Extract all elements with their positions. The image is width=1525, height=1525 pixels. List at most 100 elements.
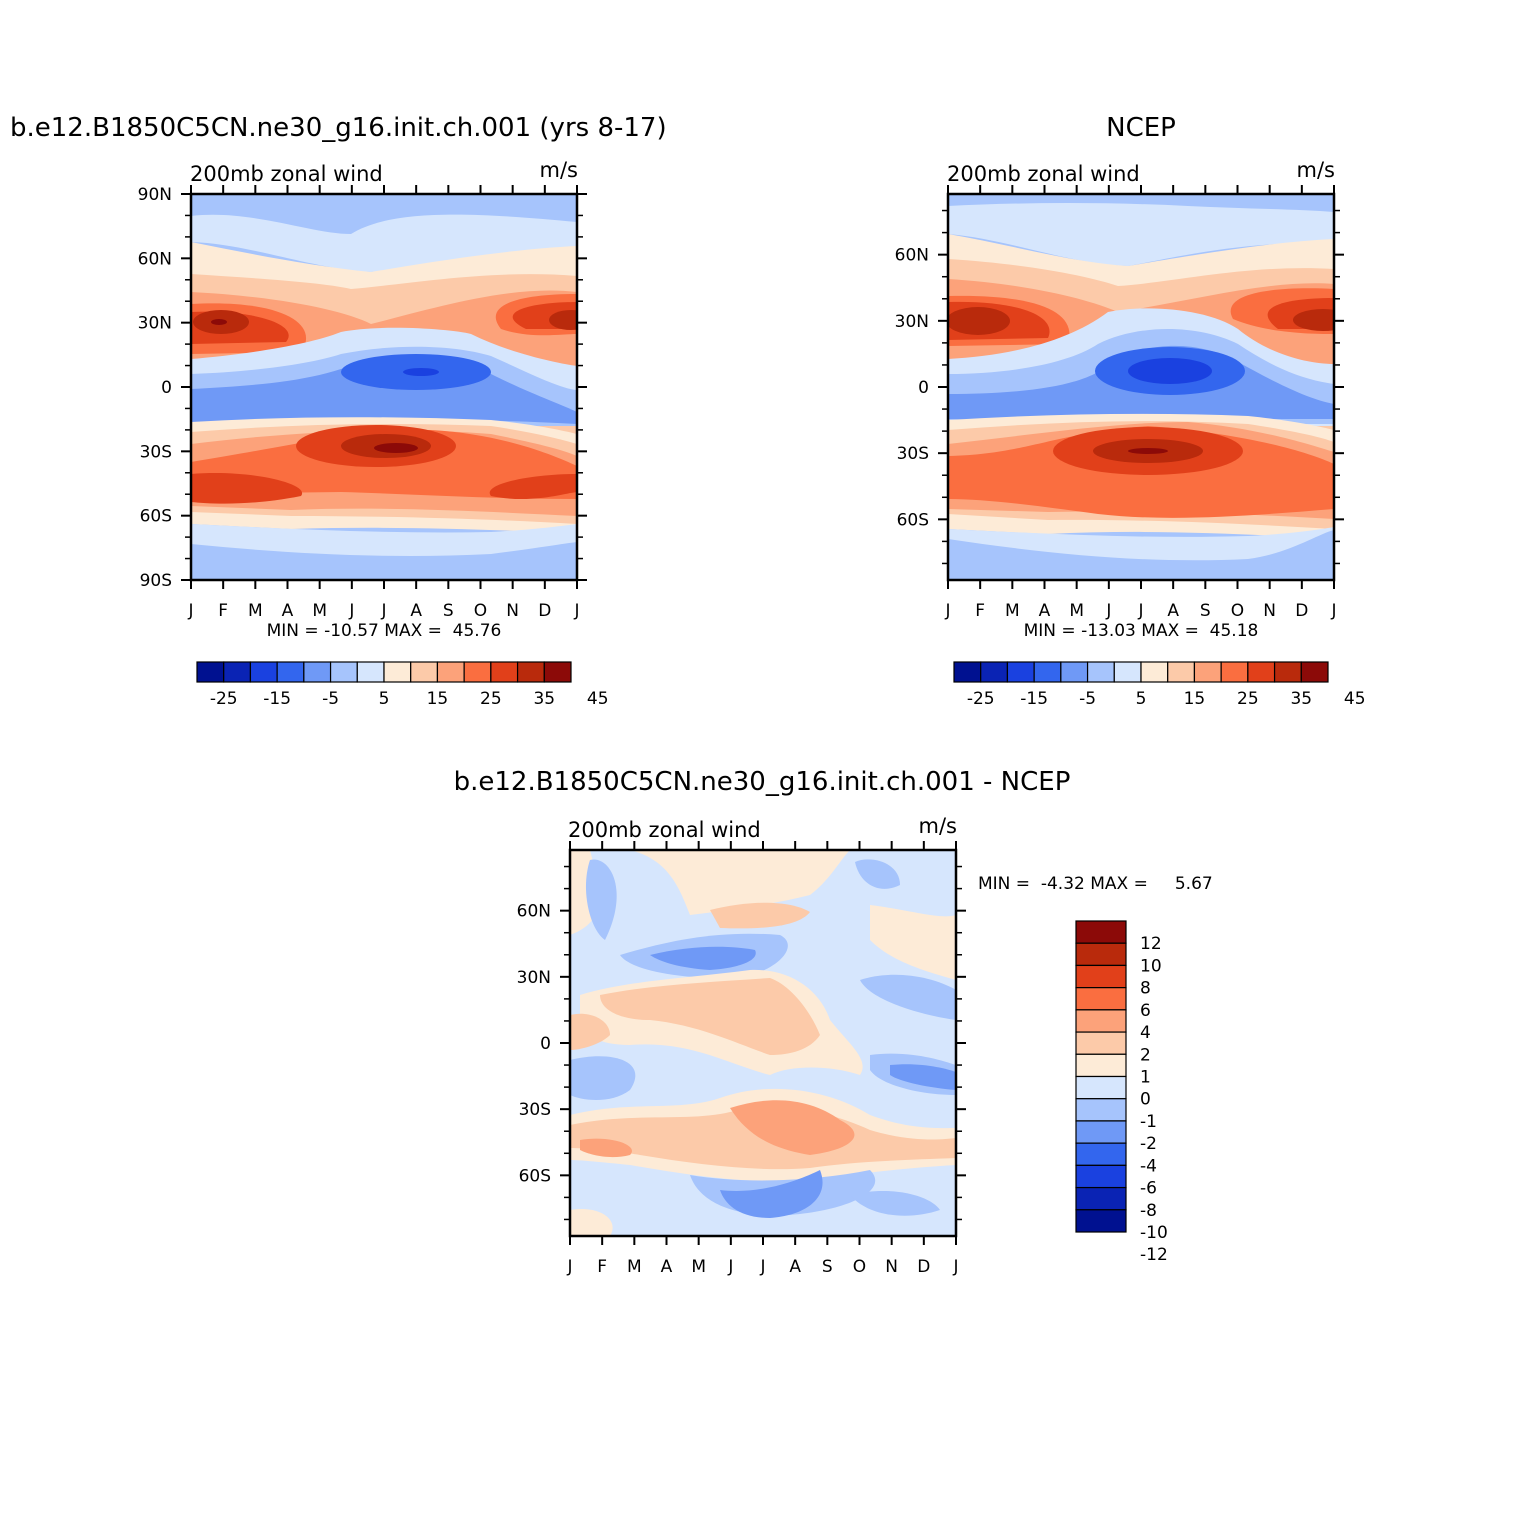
panel-ncep-variable-label: 200mb zonal wind: [947, 162, 1140, 186]
x-tick-label: J: [566, 1257, 572, 1277]
x-tick-label: J: [727, 1257, 733, 1277]
x-tick-label: D: [538, 601, 551, 621]
colorbar-swatch: [1075, 987, 1127, 1011]
y-tick-label: 60N: [895, 246, 929, 266]
colorbar-label: -1: [1140, 1112, 1157, 1132]
field-easterly-max: [1128, 358, 1212, 384]
x-tick-label: N: [506, 601, 519, 621]
field-jet-north-max-dec: [549, 310, 577, 330]
colorbar-label: 15: [1184, 689, 1206, 709]
panel-ncep-colorbar: -25 -15 -5 5 15 25 35 45: [953, 661, 1366, 709]
diff-west-positive: [570, 1013, 610, 1050]
x-tick-label: F: [597, 1257, 607, 1277]
colorbar-label: -15: [1020, 689, 1048, 709]
colorbar-swatch: [1033, 661, 1062, 683]
x-tick-label: M: [1005, 601, 1020, 621]
colorbar-swatch: [410, 661, 439, 683]
field-jet-south-june: [191, 473, 303, 504]
colorbar-label: -4: [1140, 1156, 1157, 1176]
x-tick-label: J: [573, 601, 579, 621]
colorbar-label: -5: [1079, 689, 1096, 709]
x-tick-label: J: [759, 1257, 765, 1277]
panel-diff-plot-area: [570, 850, 956, 1236]
x-tick-label: A: [1039, 601, 1051, 621]
x-tick-label: N: [1263, 601, 1276, 621]
x-tick-label: F: [975, 601, 985, 621]
x-tick-label: J: [380, 601, 386, 621]
field-jet-north-max: [948, 307, 1010, 335]
field-jet-south-peak: [1128, 448, 1168, 454]
diff-southwest-positive-core: [580, 1138, 632, 1158]
panel-ncep-min-max: MIN = -13.03 MAX = 45.18: [1024, 621, 1259, 641]
panel-diff-units-label: m/s: [919, 814, 957, 838]
panel-difference: b.e12.B1850C5CN.ne30_g16.init.ch.001 - N…: [454, 767, 1213, 1277]
field-jet-south-dec: [489, 474, 577, 500]
x-tick-label: S: [822, 1257, 833, 1277]
colorbar-swatch: [1075, 1031, 1127, 1055]
diff-north-negative-core: [650, 946, 756, 970]
x-tick-label: J: [1330, 601, 1336, 621]
panel-model-title: b.e12.B1850C5CN.ne30_g16.init.ch.001 (yr…: [10, 113, 667, 143]
panel-ncep: NCEP 200mb zonal wind m/s J F M A M J J A S O N D J6…: [895, 113, 1366, 709]
x-tick-label: O: [474, 601, 487, 621]
colorbar-label: -6: [1140, 1179, 1157, 1199]
panel-ncep-title: NCEP: [1106, 113, 1176, 143]
y-tick-label: 30S: [897, 444, 929, 464]
colorbar-swatch: [1075, 1120, 1127, 1144]
x-tick-label: J: [187, 601, 193, 621]
y-tick-label: 0: [161, 378, 172, 398]
y-tick-label: 60N: [138, 249, 172, 269]
diff-west-negative: [570, 1056, 636, 1100]
x-tick-label: O: [853, 1257, 866, 1277]
colorbar-swatch: [303, 661, 332, 683]
x-tick-label: A: [282, 601, 294, 621]
colorbar-swatch: [1075, 1009, 1127, 1033]
y-tick-label: 60N: [517, 902, 551, 922]
field-jet-north-peak: [211, 319, 227, 325]
colorbar-label: 25: [480, 689, 502, 709]
x-tick-label: M: [627, 1257, 642, 1277]
colorbar-label: -25: [967, 689, 995, 709]
colorbar-swatch: [1075, 920, 1127, 944]
panel-diff-contour-field: [570, 850, 956, 1236]
colorbar-swatch: [1075, 1164, 1127, 1189]
panel-model-units-label: m/s: [540, 158, 578, 182]
field-jet-north-max-dec: [1293, 309, 1334, 331]
colorbar-swatch: [1075, 1209, 1127, 1233]
colorbar-swatch: [1086, 661, 1115, 683]
y-tick-label: 90S: [140, 571, 172, 591]
colorbar-swatch: [1060, 661, 1089, 683]
colorbar-swatch: [436, 661, 465, 683]
colorbar-swatch: [980, 661, 1009, 683]
y-tick-label: 60S: [519, 1166, 551, 1186]
panel-ncep-contour-field: [948, 194, 1334, 580]
colorbar-swatch: [490, 661, 519, 683]
x-tick-label: J: [1137, 601, 1143, 621]
colorbar-label: 35: [1290, 689, 1312, 709]
panel-model-variable-label: 200mb zonal wind: [190, 162, 383, 186]
colorbar-label: -12: [1140, 1245, 1168, 1265]
colorbar-swatch: [1075, 1142, 1127, 1166]
field-band-south-polar-neg: [948, 530, 1334, 580]
colorbar-swatch: [383, 661, 412, 683]
colorbar-swatch: [249, 661, 278, 683]
x-tick-label: N: [885, 1257, 898, 1277]
diff-north-negative-2: [855, 859, 900, 889]
colorbar-label: -10: [1140, 1223, 1168, 1243]
colorbar-label: 25: [1237, 689, 1259, 709]
panel-ncep-units-label: m/s: [1297, 158, 1335, 182]
x-tick-label: S: [1200, 601, 1211, 621]
x-tick-label: D: [917, 1257, 930, 1277]
panel-model-plot-area: [191, 194, 577, 580]
diff-south-positive-core: [730, 1100, 855, 1155]
diff-southwest-positive: [570, 1209, 613, 1236]
colorbar-label: 5: [1136, 689, 1147, 709]
colorbar-swatch: [1075, 942, 1127, 967]
x-tick-label: M: [691, 1257, 706, 1277]
colorbar-swatch: [1167, 661, 1196, 683]
field-jet-south-peak: [374, 443, 418, 453]
x-tick-label: J: [944, 601, 950, 621]
